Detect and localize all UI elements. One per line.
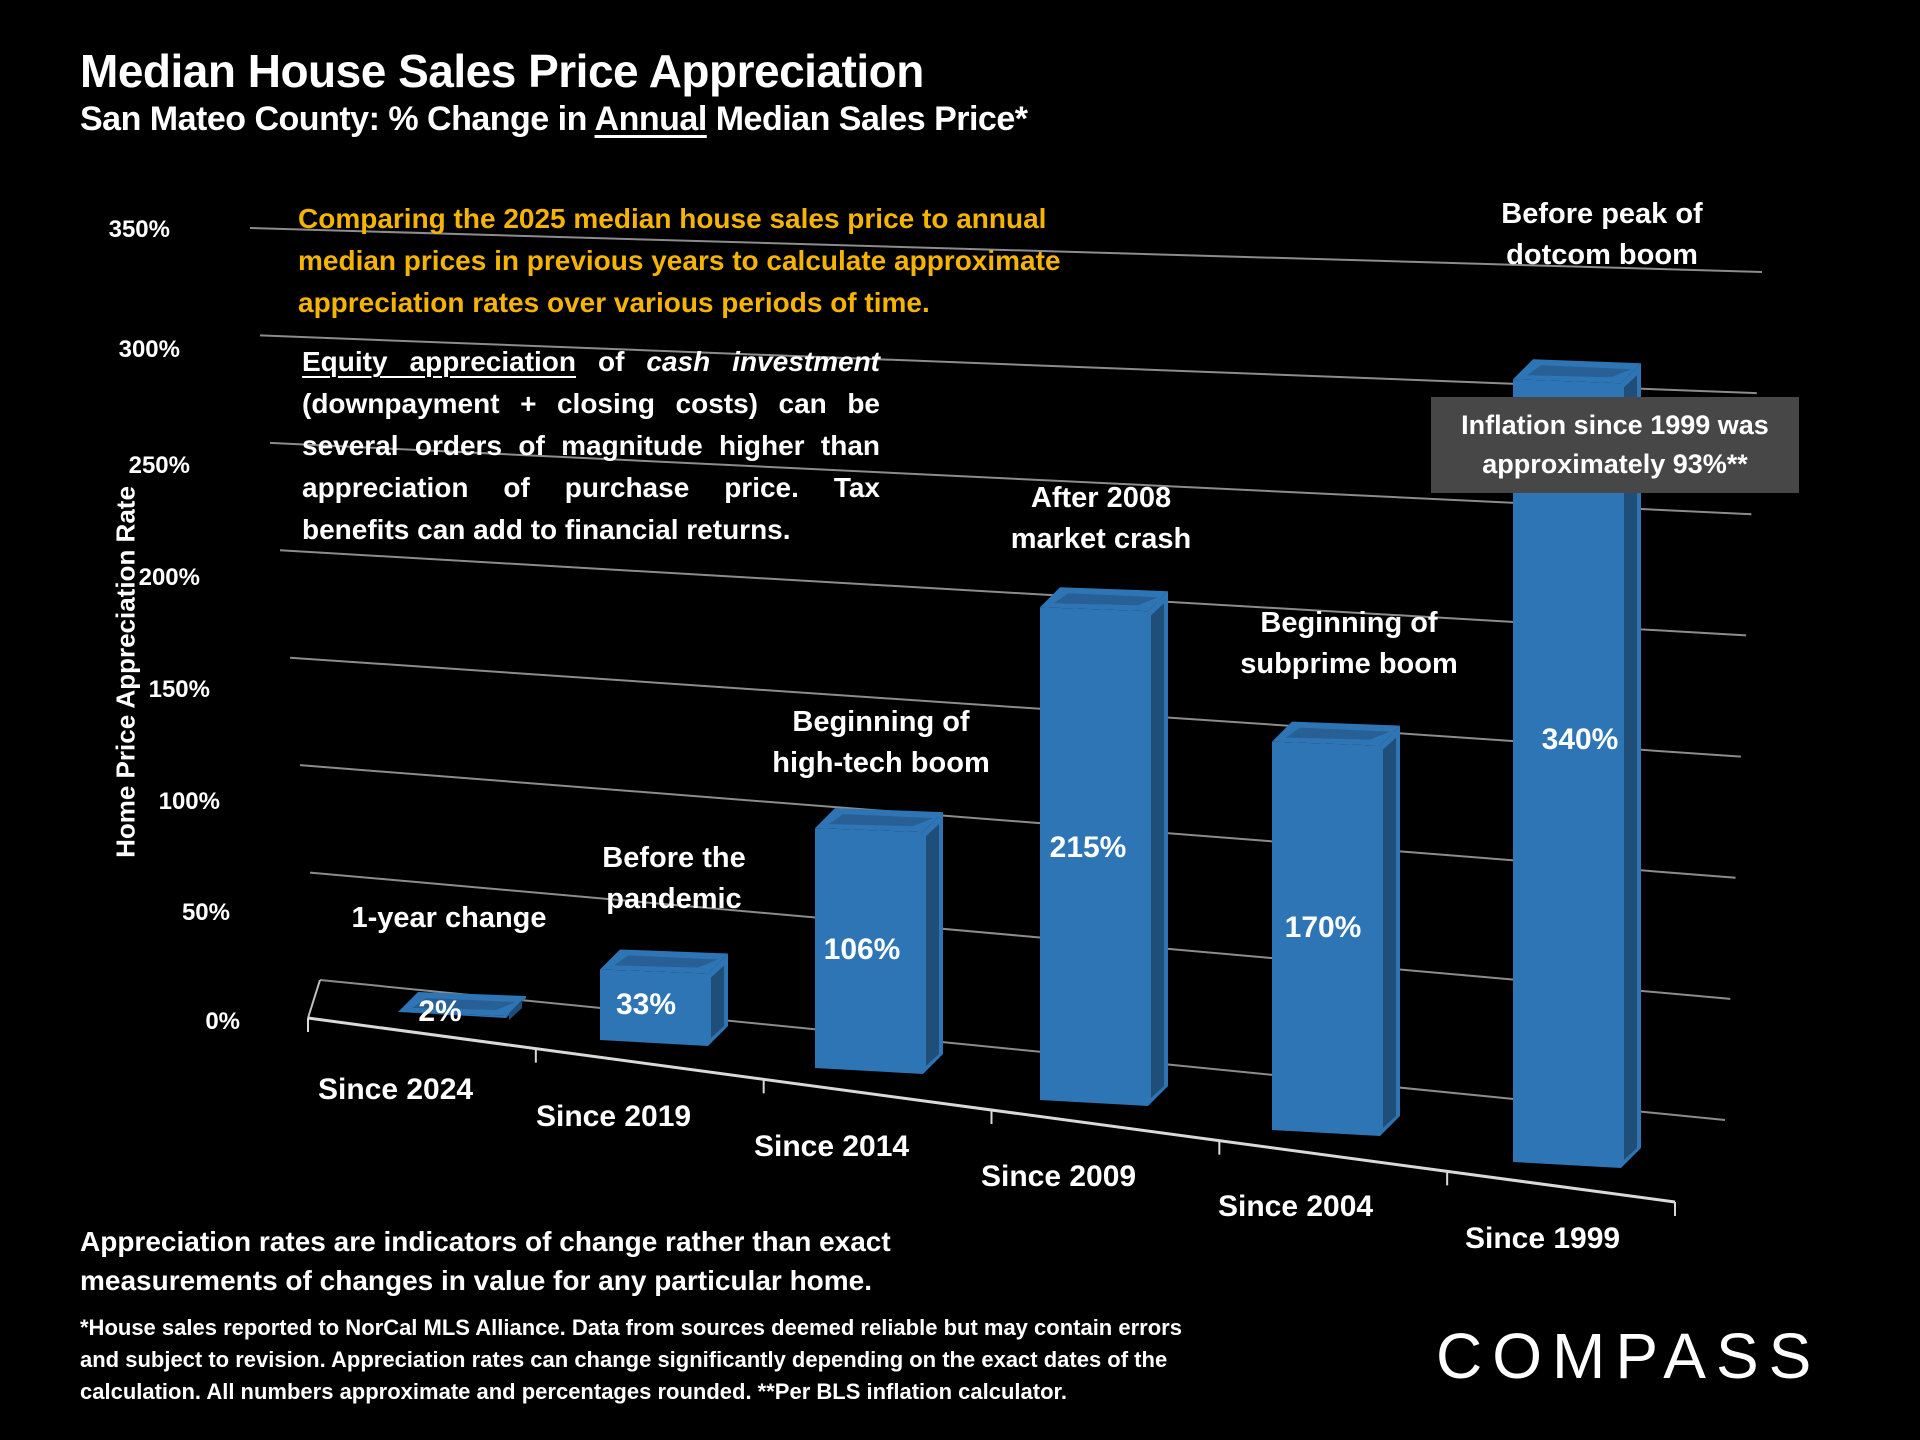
inflation-line1: Inflation since 1999 was xyxy=(1461,410,1769,440)
compass-logo: COMPASS xyxy=(1436,1320,1846,1407)
bottom-note: Appreciation rates are indicators of cha… xyxy=(80,1222,891,1300)
bar-side-inset xyxy=(1383,737,1396,1128)
bar-annotation-line: After 2008 xyxy=(1030,482,1172,514)
x-axis xyxy=(307,979,1676,1216)
gridline xyxy=(299,764,1736,879)
intro-annotation: Comparing the 2025 median house sales pr… xyxy=(298,203,1061,318)
x-tick-label: Since 1999 xyxy=(1465,1222,1621,1255)
footnote-line2: and subject to revision. Appreciation ra… xyxy=(80,1347,1168,1372)
bar-top-inset xyxy=(1527,365,1631,378)
bar-front-face xyxy=(1272,741,1380,1136)
bar xyxy=(1040,587,1168,1106)
gridline xyxy=(269,441,1752,516)
bar-annotation: Before the pandemic xyxy=(602,838,745,920)
y-tick-label: 350% xyxy=(108,216,170,243)
data-label: 215% xyxy=(1049,831,1127,864)
bar-top-inset xyxy=(1286,727,1390,740)
bar-top-inset xyxy=(829,814,933,827)
chart-title: Median House Sales Price Appreciation xyxy=(80,45,924,97)
y-tick-label: 300% xyxy=(118,336,180,363)
data-label: 106% xyxy=(823,933,901,966)
bar-front-face xyxy=(1513,379,1621,1168)
bar-annotation: Beginning of high-tech boom xyxy=(772,702,989,784)
subtitle-prefix: San Mateo County: % Change in xyxy=(80,100,595,138)
subtitle-underlined: Annual xyxy=(594,100,708,138)
data-label: 170% xyxy=(1284,911,1362,944)
bar xyxy=(398,992,526,1020)
bar-annotation-line: dotcom boom xyxy=(1506,239,1698,271)
data-label: 33% xyxy=(615,988,677,1021)
bar-front-face xyxy=(815,828,923,1074)
bar-side-inset xyxy=(711,965,724,1038)
bar-annotation: 1-year change xyxy=(351,898,546,939)
equity-italic: cash investment xyxy=(646,346,880,377)
equity-underlined: Equity appreciation xyxy=(302,346,577,377)
bar-annotation-line: subprime boom xyxy=(1240,648,1458,680)
x-tick-label: Since 2004 xyxy=(1218,1190,1374,1223)
equity-note: Equity appreciation of cash investment (… xyxy=(302,341,880,551)
compass-logo-mark: COMPASS xyxy=(1436,1320,1821,1392)
bar-top-inset xyxy=(614,955,718,968)
x-tick-label: Since 2009 xyxy=(981,1160,1137,1193)
bar-annotation-line: market crash xyxy=(1010,523,1192,555)
gridline xyxy=(259,334,1757,395)
gridline xyxy=(249,227,1763,273)
y-tick-label: 100% xyxy=(158,788,220,815)
x-tick-label: Since 2019 xyxy=(536,1100,692,1133)
y-tick-label: 200% xyxy=(138,564,200,591)
data-label: 340% xyxy=(1541,723,1619,756)
bar-top-inset xyxy=(1054,593,1158,606)
bar-annotation: After 2008 market crash xyxy=(1011,478,1192,560)
bar-annotation-line: Before peak of xyxy=(1501,198,1703,230)
data-label: 2% xyxy=(418,995,462,1028)
subtitle-suffix: Median Sales Price* xyxy=(706,100,1028,138)
bar-annotation-line: Beginning of xyxy=(1260,607,1438,639)
bar-side-inset xyxy=(926,824,939,1066)
bar-side-inset xyxy=(1151,603,1164,1098)
bar-annotation-line: pandemic xyxy=(606,883,742,915)
gridline xyxy=(309,871,1731,1000)
y-tick-label: 250% xyxy=(128,452,190,479)
y-tick-label: 0% xyxy=(205,1008,240,1035)
bar-front-face xyxy=(1040,607,1148,1106)
bar xyxy=(600,949,728,1046)
bar-front-face xyxy=(398,1012,506,1018)
footnote-line3: calculation. All numbers approximate and… xyxy=(80,1379,1067,1404)
bar xyxy=(1513,359,1641,1168)
y-tick-label: 150% xyxy=(148,676,210,703)
x-tick-label: Since 2024 xyxy=(318,1073,474,1106)
footnote-line1: *House sales reported to NorCal MLS Alli… xyxy=(80,1315,1182,1340)
equity-of: of xyxy=(576,346,647,377)
footnote: *House sales reported to NorCal MLS Alli… xyxy=(80,1312,1182,1408)
gridlines xyxy=(249,227,1763,1121)
bar-top-inset xyxy=(412,998,516,1010)
floor-left-edge xyxy=(307,979,321,1019)
chart-subtitle: San Mateo County: % Change in Annual Med… xyxy=(80,100,1028,139)
bar-side-inset xyxy=(1624,375,1637,1160)
bar-side-inset xyxy=(509,998,522,1020)
gridline xyxy=(319,979,1726,1121)
bar-annotation-line: high-tech boom xyxy=(772,747,990,779)
gridline xyxy=(279,549,1747,637)
bar-annotation-line: Beginning of xyxy=(792,706,970,738)
bar xyxy=(815,808,943,1074)
compass-logo-text: COMPASS xyxy=(1436,1322,1821,1392)
bar-front-face xyxy=(600,969,708,1046)
bottom-note-line1: Appreciation rates are indicators of cha… xyxy=(80,1226,891,1257)
bottom-note-line2: measurements of changes in value for any… xyxy=(80,1265,873,1296)
x-tick-label: Since 2014 xyxy=(754,1130,910,1163)
bar-annotation-line: Before the xyxy=(602,842,746,874)
bar-annotation: Before peak of dotcom boom xyxy=(1501,194,1702,276)
inflation-callout: Inflation since 1999 was approximately 9… xyxy=(1431,397,1799,493)
bar-annotation-line: 1-year change xyxy=(351,902,547,934)
bars xyxy=(398,359,1641,1168)
inflation-line2: approximately 93%** xyxy=(1482,449,1748,479)
equity-rest: (downpayment + closing costs) can be sev… xyxy=(302,388,880,545)
gridline xyxy=(289,656,1741,758)
y-tick-label: 50% xyxy=(181,899,230,926)
bar xyxy=(1272,721,1400,1136)
bar-annotation: Beginning of subprime boom xyxy=(1240,603,1458,685)
